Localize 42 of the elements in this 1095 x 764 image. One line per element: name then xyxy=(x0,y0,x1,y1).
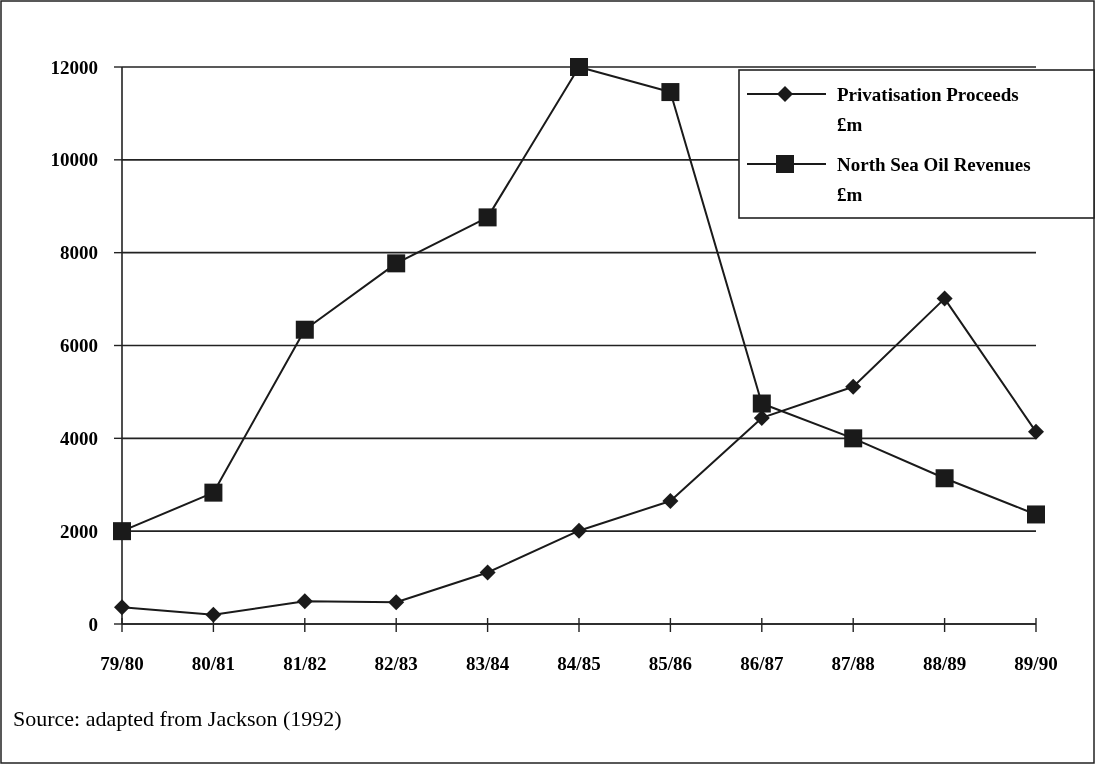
x-tick-label: 81/82 xyxy=(283,653,327,674)
point xyxy=(570,58,588,76)
point xyxy=(479,564,496,581)
x-tick-label: 85/86 xyxy=(648,653,693,674)
point xyxy=(571,522,587,539)
point xyxy=(844,429,863,448)
point xyxy=(661,83,680,102)
y-tick-label: 2000 xyxy=(60,520,98,542)
point xyxy=(387,254,406,273)
legend-label: North Sea Oil Revenues £m xyxy=(837,153,1031,205)
x-tick-label: 83/84 xyxy=(465,653,510,674)
point xyxy=(204,483,223,502)
point xyxy=(114,599,130,616)
x-tick-label: 89/90 xyxy=(1014,653,1058,674)
point xyxy=(388,594,405,611)
x-tick-label: 86/87 xyxy=(740,653,784,674)
point xyxy=(935,469,954,488)
point xyxy=(478,208,497,227)
x-tick-label: 79/80 xyxy=(100,653,144,674)
x-tick-label: 88/89 xyxy=(922,653,967,674)
point xyxy=(296,593,313,610)
point xyxy=(845,378,862,395)
x-tick-label: 84/85 xyxy=(557,653,601,674)
legend-label: Privatisation Proceeds £m xyxy=(837,83,1019,135)
x-tick-label: 80/81 xyxy=(191,653,236,674)
y-tick-label: 0 xyxy=(88,613,98,635)
y-tick-label: 6000 xyxy=(60,335,98,357)
point xyxy=(205,606,222,623)
point xyxy=(662,493,679,509)
point xyxy=(936,290,953,307)
point xyxy=(752,394,771,413)
y-tick-label: 8000 xyxy=(60,242,98,264)
point xyxy=(295,320,314,339)
y-tick-label: 4000 xyxy=(60,427,98,449)
point xyxy=(1028,423,1044,440)
x-tick-label: 82/83 xyxy=(374,653,418,674)
y-tick-label: 12000 xyxy=(50,56,98,78)
point xyxy=(113,522,131,541)
x-tick-label: 87/88 xyxy=(831,653,875,674)
source-note: Source: adapted from Jackson (1992) xyxy=(13,706,342,731)
point xyxy=(1027,505,1045,524)
y-tick-label: 10000 xyxy=(50,149,98,171)
